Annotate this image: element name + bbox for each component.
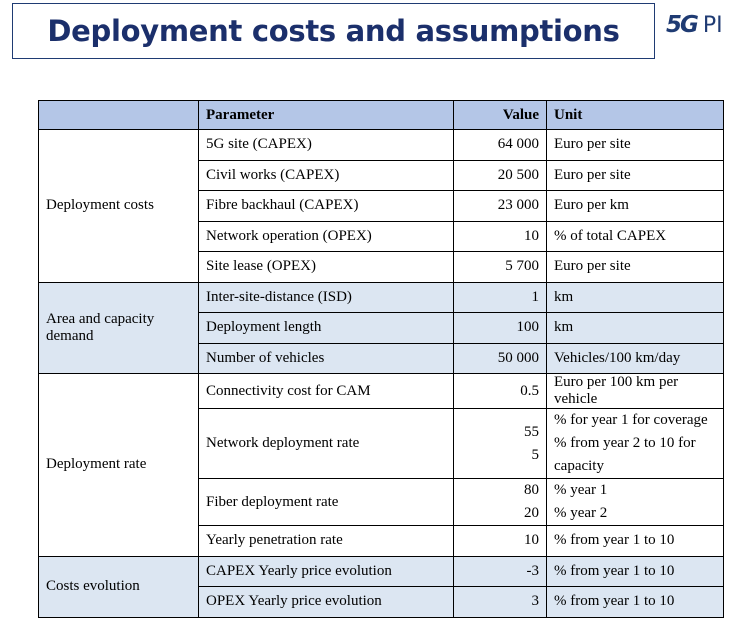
value-cell: 3 <box>453 586 547 618</box>
value-cell: 1 <box>453 281 547 313</box>
table-row: Costs evolution CAPEX Yearly price evolu… <box>38 555 724 618</box>
group-label-deployment-rate: Deployment rate <box>38 373 199 557</box>
header-value: Value <box>453 100 547 130</box>
unit-cell: km <box>546 312 724 344</box>
unit-line: % from year 2 to 10 for capacity <box>554 435 696 474</box>
unit-cell: Euro per site <box>546 251 724 283</box>
unit-cell: km <box>546 281 724 313</box>
parameter-cell: Connectivity cost for CAM <box>198 373 454 409</box>
value-cell: 80 20 <box>453 478 547 526</box>
table-row: Fibre backhaul (CAPEX) 23 000 Euro per k… <box>39 190 724 222</box>
parameter-cell: Fiber deployment rate <box>198 478 454 526</box>
unit-cell: Euro per site <box>546 159 724 191</box>
unit-cell: % from year 1 to 10 <box>546 525 724 557</box>
table-row: Civil works (CAPEX) 20 500 Euro per site <box>39 159 724 191</box>
group-label-costs-evolution: Costs evolution <box>38 555 199 618</box>
value-cell: 50 000 <box>453 342 547 374</box>
value-cell: -3 <box>453 555 547 587</box>
parameter-cell: Inter-site-distance (ISD) <box>198 281 454 313</box>
table-row: Site lease (OPEX) 5 700 Euro per site <box>39 251 724 283</box>
parameter-cell: Network operation (OPEX) <box>198 220 454 252</box>
value-line: 55 <box>524 423 539 440</box>
parameter-cell: Site lease (OPEX) <box>198 251 454 283</box>
table-row: Yearly penetration rate 10 % from year 1… <box>39 525 724 557</box>
unit-line: % year 1 <box>554 482 608 498</box>
value-cell: 64 000 <box>453 129 547 161</box>
unit-cell: Euro per site <box>546 129 724 161</box>
value-cell: 10 <box>453 525 547 557</box>
table-row: Deployment length 100 km <box>39 312 724 344</box>
value-cell: 10 <box>453 220 547 252</box>
header-unit: Unit <box>546 100 724 130</box>
unit-line: % year 2 <box>554 505 608 521</box>
unit-cell: % for year 1 for coverage % from year 2 … <box>546 408 724 479</box>
parameter-cell: Network deployment rate <box>198 408 454 479</box>
parameter-cell: OPEX Yearly price evolution <box>198 586 454 618</box>
parameter-cell: Civil works (CAPEX) <box>198 159 454 191</box>
parameter-cell: Deployment length <box>198 312 454 344</box>
value-line: 80 <box>524 482 539 498</box>
header-parameter: Parameter <box>198 100 454 130</box>
parameter-cell: Yearly penetration rate <box>198 525 454 557</box>
page-title: Deployment costs and assumptions <box>47 14 620 48</box>
table-row: Area and capacity demand Inter-site-dist… <box>38 281 724 374</box>
table-row: Deployment rate Connectivity cost for CA… <box>38 373 724 557</box>
value-cell: 100 <box>453 312 547 344</box>
group-label-area-capacity: Area and capacity demand <box>38 281 199 374</box>
logo: 5G PI <box>666 12 723 38</box>
value-cell: 20 500 <box>453 159 547 191</box>
table-row: Deployment costs 5G site (CAPEX) 64 000 … <box>38 129 724 283</box>
value-cell: 23 000 <box>453 190 547 222</box>
value-line: 20 <box>524 505 539 521</box>
group-label-deployment-costs: Deployment costs <box>38 129 199 283</box>
parameter-cell: Number of vehicles <box>198 342 454 374</box>
parameter-cell: 5G site (CAPEX) <box>198 129 454 161</box>
table-row: Fiber deployment rate 80 20 % year 1 % y… <box>39 478 724 526</box>
unit-cell: % from year 1 to 10 <box>546 555 724 587</box>
header-group <box>38 100 199 130</box>
parameters-table: Parameter Value Unit Deployment costs 5G… <box>38 100 724 618</box>
logo-mark: 5G <box>666 12 699 38</box>
parameter-cell: Fibre backhaul (CAPEX) <box>198 190 454 222</box>
logo-text: PI <box>702 12 723 38</box>
table-row: Network operation (OPEX) 10 % of total C… <box>39 220 724 252</box>
unit-line: % for year 1 for coverage <box>554 412 708 428</box>
unit-cell: Vehicles/100 km/day <box>546 342 724 374</box>
unit-cell: % year 1 % year 2 <box>546 478 724 526</box>
table-header-row: Parameter Value Unit <box>38 100 724 130</box>
unit-cell: Euro per km <box>546 190 724 222</box>
table-row: OPEX Yearly price evolution 3 % from yea… <box>39 586 724 618</box>
value-cell: 55 5 <box>453 408 547 479</box>
unit-cell: % from year 1 to 10 <box>546 586 724 618</box>
unit-cell: Euro per 100 km per vehicle <box>546 373 724 409</box>
title-box: Deployment costs and assumptions <box>12 3 655 59</box>
parameter-cell: CAPEX Yearly price evolution <box>198 555 454 587</box>
value-cell: 5 700 <box>453 251 547 283</box>
table-row: Number of vehicles 50 000 Vehicles/100 k… <box>39 342 724 374</box>
unit-cell: % of total CAPEX <box>546 220 724 252</box>
value-cell: 0.5 <box>453 373 547 409</box>
table-row: Network deployment rate 55 5 % for year … <box>39 408 724 479</box>
value-line: 5 <box>531 446 540 463</box>
